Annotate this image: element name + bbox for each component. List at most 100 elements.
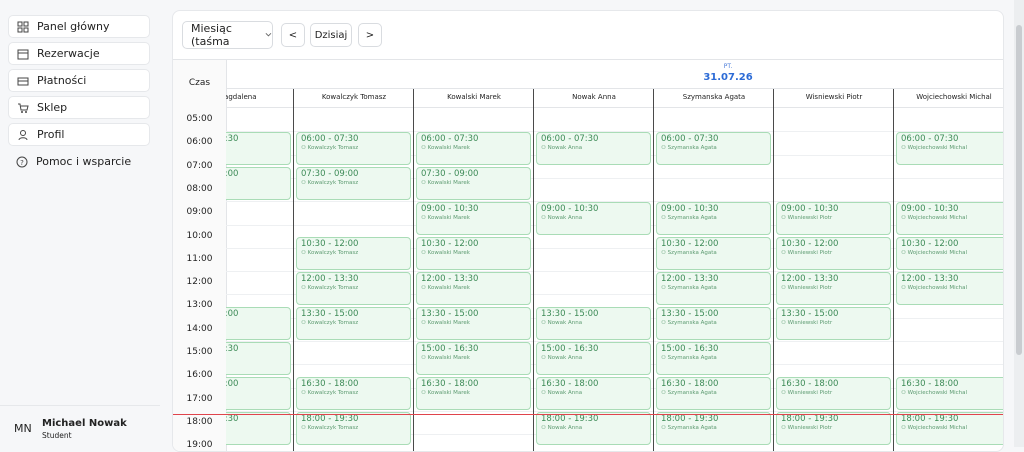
nav-item[interactable]: Płatności [8,69,150,92]
booking[interactable]: 18:00 - 19:30 ⚇ Szymanska Agata [656,411,771,445]
booking-time: 13:30 - 15:00 [781,309,839,320]
nav-item[interactable]: Profil [8,123,150,146]
booking[interactable]: 06:00 - 07:30 ⚇ Wojciechowski Michal [896,132,1003,166]
booking[interactable]: 16:30 - 18:00 ⚇ Kowalczyk Tomasz [296,376,411,410]
booking[interactable]: 15:00 - 16:30 ⚇ Nowak Anna [536,342,651,375]
booking[interactable]: 12:00 - 13:30 ⚇ Kowalski Marek [416,272,531,306]
column-header: Nowak Anna [572,93,616,101]
booking[interactable]: 12:00 - 13:30 ⚇ Wojciechowski Michal [896,272,1003,306]
booking[interactable]: 10:30 - 12:00 ⚇ Wojciechowski Michal [896,237,1003,271]
booking[interactable]: 13:30 - 15:00 ⚇ Wisniewski Piotr [776,307,891,340]
column-divider [533,89,534,451]
booking[interactable]: 10:30 - 12:00 ⚇ Szymanska Agata [656,237,771,271]
booking[interactable]: 13:30 - 15:00 ⚇ Szymanska Agata [656,307,771,340]
header-line [226,107,1003,108]
booking[interactable]: 09:00 - 10:30 ⚇ Wisniewski Piotr [776,202,891,236]
view-select[interactable]: Miesiąc (taśma [182,21,273,49]
booking-time: 18:00 - 19:30 [301,413,359,424]
scrollbar[interactable] [1014,0,1024,447]
booking[interactable]: 07:30 - 09:00⚇ a Magdalena [226,167,291,201]
booking[interactable]: 16:30 - 18:00 ⚇ Nowak Anna [536,376,651,410]
hour-label: 05:00 [186,114,213,124]
booking-person: ⚇ Wisniewski Piotr [781,250,833,257]
booking-time: 13:30 - 15:00 [661,309,719,320]
row-line [226,247,1003,249]
booking[interactable]: 06:00 - 07:30 ⚇ Kowalczyk Tomasz [296,132,411,166]
booking[interactable]: 06:00 - 07:30 ⚇ Szymanska Agata [656,132,771,166]
booking[interactable]: 15:00 - 16:30 ⚇ Szymanska Agata [656,342,771,375]
user-role: Student [42,431,72,440]
booking[interactable]: 12:00 - 13:30 ⚇ Kowalczyk Tomasz [296,272,411,306]
booking[interactable]: 07:30 - 09:00 ⚇ Kowalski Marek [416,167,531,201]
booking[interactable]: 18:00 - 19:30 ⚇ Kowalczyk Tomasz [296,411,411,445]
booking-person: ⚇ a Magdalena [226,320,286,326]
user-name: Michael Nowak [42,418,127,429]
column-header: Kowalski Marek [447,93,501,101]
booking-person: ⚇ Nowak Anna [541,355,583,361]
booking[interactable]: 10:30 - 12:00 ⚇ Kowalski Marek [416,237,531,271]
booking[interactable]: 06:00 - 07:30⚇ a Magdalena [226,132,291,166]
booking-time: 10:30 - 12:00 [661,239,719,250]
booking[interactable]: 18:00 - 19:30 ⚇ Wisniewski Piotr [776,411,891,445]
booking-person: ⚇ Szymanska Agata [661,145,717,152]
column-divider [293,89,294,451]
hour-label: 12:00 [186,277,213,288]
booking[interactable]: 09:00 - 10:30 ⚇ Kowalski Marek [416,202,531,236]
next-button[interactable]: > [358,23,382,47]
booking-time: 12:00 - 13:30 [301,274,359,285]
grid: Czas 05:00 06:00 07:00 08:00 09:00 10:00 11:00… [173,59,1003,451]
booking-person: ⚇ Wisniewski Piotr [781,320,833,327]
booking[interactable]: 13:30 - 15:00 ⚇ Kowalczyk Tomasz [296,307,411,340]
booking[interactable]: 13:30 - 15:00 ⚇ Kowalski Marek [416,307,531,340]
booking[interactable]: 06:00 - 07:30 ⚇ Kowalski Marek [416,132,531,166]
nav-item[interactable]: Rezerwacje [8,42,150,65]
now-line [173,414,1003,415]
nav-item[interactable]: Sklep [8,96,150,119]
hour-label: 19:00 [186,440,213,451]
prev-label: < [288,29,298,41]
booking[interactable]: 16:30 - 18:00 ⚇ Szymanska Agata [656,376,771,410]
booking[interactable]: 16:30 - 18:00 ⚇ Wisniewski Piotr [776,376,891,410]
booking[interactable]: 16:30 - 18:00 ⚇ Wojciechowski Michal [896,376,1003,410]
booking[interactable]: 16:30 - 18:00⚇ a Magdalena [226,376,291,410]
booking[interactable]: 06:00 - 07:30 ⚇ Nowak Anna [536,132,651,166]
booking[interactable]: 18:00 - 19:30⚇ a Magdalena [226,411,291,445]
booking-time: 13:30 - 15:00 [301,309,359,320]
nav-label: Sklep [37,101,68,114]
booking[interactable]: 16:30 - 18:00 ⚇ Kowalski Marek [416,376,531,410]
booking[interactable]: 12:00 - 13:30 ⚇ Szymanska Agata [656,272,771,306]
booking-time: 18:00 - 19:30 [661,413,719,424]
booking-person: ⚇ Kowalczyk Tomasz [301,320,359,327]
prev-button[interactable]: < [281,23,305,47]
booking-person: ⚇ Wisniewski Piotr [781,389,833,396]
row-line [226,177,1003,179]
booking[interactable]: 09:00 - 10:30 ⚇ Nowak Anna [536,202,651,236]
booking-person: ⚇ a Magdalena [226,390,286,396]
nav-item[interactable]: Panel główny [8,15,150,38]
booking[interactable]: 13:30 - 15:00 ⚇ Nowak Anna [536,307,651,340]
booking[interactable]: 18:00 - 19:30 ⚇ Wojciechowski Michal [896,411,1003,445]
column-header: Wisniewski Piotr [805,93,863,101]
hour-label: 08:00 [186,183,213,194]
booking-time: 09:00 - 10:30 [421,204,479,215]
booking[interactable]: 09:00 - 10:30 ⚇ Szymanska Agata [656,202,771,236]
booking[interactable]: 15:00 - 16:30⚇ a Magdalena [226,342,291,375]
booking[interactable]: 10:30 - 12:00 ⚇ Wisniewski Piotr [776,237,891,271]
booking[interactable]: 10:30 - 12:00 ⚇ Kowalczyk Tomasz [296,237,411,271]
nav-item[interactable]: ? Pomoc i wsparcie [8,150,150,173]
booking-time: 07:30 - 09:00 [301,169,359,180]
booking[interactable]: 13:30 - 15:00⚇ a Magdalena [226,307,291,340]
booking-time: 13:30 - 15:00 [226,309,239,320]
column-divider [893,89,894,451]
scroll-thumb[interactable] [1016,25,1022,355]
booking-person: ⚇ Kowalski Marek [421,285,470,292]
booking[interactable]: 15:00 - 16:30 ⚇ Kowalski Marek [416,342,531,375]
booking[interactable]: 07:30 - 09:00 ⚇ Kowalczyk Tomasz [296,167,411,201]
booking[interactable]: 18:00 - 19:30 ⚇ Nowak Anna [536,411,651,445]
today-button[interactable]: Dzisiaj [310,23,352,47]
booking-person: ⚇ Wisniewski Piotr [781,215,833,222]
column-divider [773,89,774,451]
hour-label: 11:00 [186,253,213,264]
booking[interactable]: 09:00 - 10:30 ⚇ Wojciechowski Michal [896,202,1003,236]
booking[interactable]: 12:00 - 13:30 ⚇ Wisniewski Piotr [776,272,891,306]
